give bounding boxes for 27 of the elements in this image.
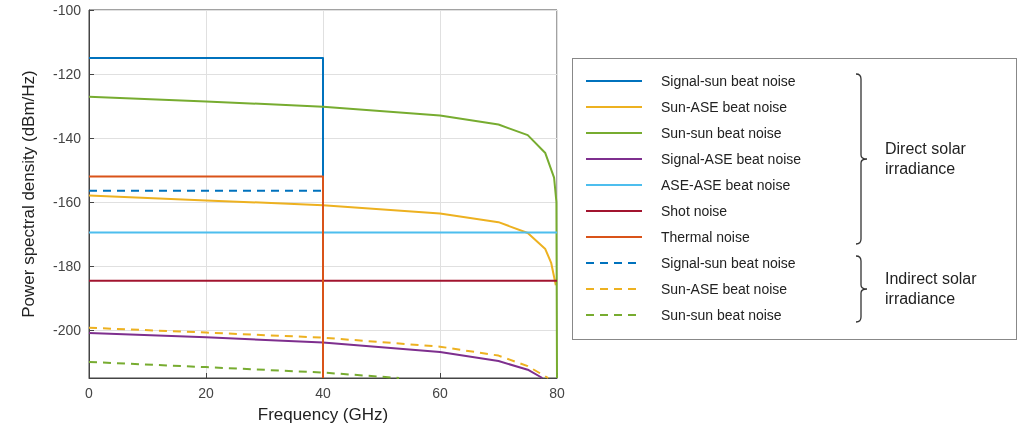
legend-label: Signal-sun beat noise [661, 73, 796, 89]
line-series [88, 194, 557, 287]
y-tick-label: -140 [52, 130, 82, 146]
x-axis-title: Frequency (GHz) [257, 405, 389, 424]
x-tick-label: 40 [315, 385, 331, 401]
line-series [88, 361, 401, 379]
x-tick-label: 60 [432, 385, 448, 401]
legend-label: Thermal noise [661, 229, 750, 245]
x-tick-label: 80 [549, 385, 565, 401]
y-tick-label: -160 [52, 194, 82, 210]
legend-label: Sun-sun beat noise [661, 307, 782, 323]
legend-label: ASE-ASE beat noise [661, 177, 791, 193]
legend-label: Sun-sun beat noise [661, 125, 782, 141]
x-tick-label: 0 [85, 385, 94, 401]
y-axis-title: Power spectral density (dBm/Hz) [19, 70, 38, 318]
legend-label: Shot noise [661, 203, 728, 219]
y-tick-label: -120 [52, 66, 82, 82]
text: Direct solar irradiance [885, 139, 967, 179]
legend-label: Sun-ASE beat noise [661, 99, 788, 115]
legend-label: Signal-sun beat noise [661, 255, 796, 271]
y-tick-label: -200 [52, 322, 82, 338]
legend-label: Signal-ASE beat noise [661, 151, 802, 167]
y-tick-label: -180 [52, 258, 82, 274]
x-tick-label: 20 [198, 385, 214, 401]
legend-label: Sun-ASE beat noise [661, 281, 788, 297]
text: Indirect solar irradiance [885, 269, 978, 309]
y-tick-label: -100 [52, 2, 82, 18]
